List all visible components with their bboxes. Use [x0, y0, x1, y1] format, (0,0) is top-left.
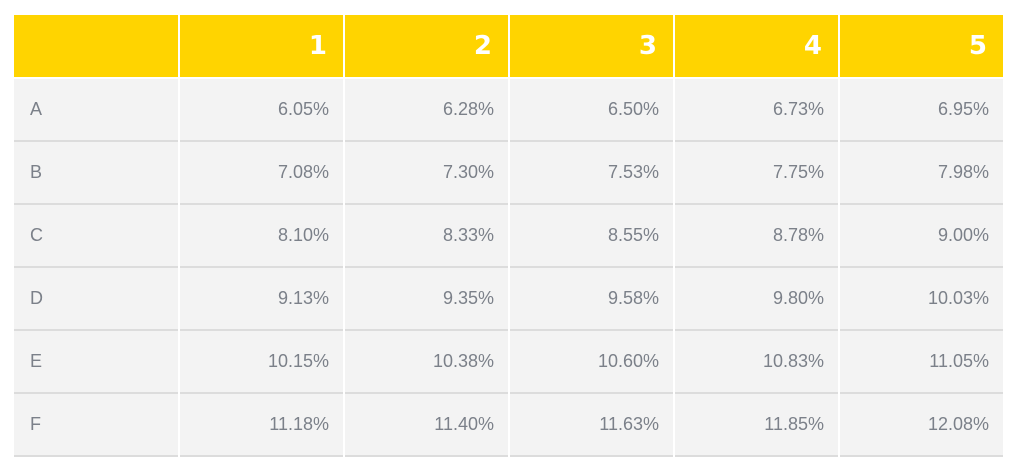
row-label: A	[14, 79, 178, 142]
table-cell: 11.40%	[345, 394, 508, 457]
table-cell: 7.30%	[345, 142, 508, 205]
column-header-2: 2	[345, 15, 508, 77]
table-cell: 9.80%	[675, 268, 838, 331]
table-cell: 10.60%	[510, 331, 673, 394]
table-cell: 11.63%	[510, 394, 673, 457]
row-label: C	[14, 205, 178, 268]
table-cell: 8.55%	[510, 205, 673, 268]
table-row-d: D 9.13% 9.35% 9.58% 9.80% 10.03%	[14, 268, 1004, 331]
header-corner-cell	[14, 15, 178, 77]
table-cell: 6.73%	[675, 79, 838, 142]
table-cell: 6.95%	[840, 79, 1003, 142]
column-header-5: 5	[840, 15, 1003, 77]
table-cell: 11.18%	[180, 394, 343, 457]
table-cell: 6.50%	[510, 79, 673, 142]
table-cell: 9.35%	[345, 268, 508, 331]
table-cell: 9.13%	[180, 268, 343, 331]
table-row-c: C 8.10% 8.33% 8.55% 8.78% 9.00%	[14, 205, 1004, 268]
table-cell: 10.38%	[345, 331, 508, 394]
table-cell: 10.15%	[180, 331, 343, 394]
table-row-f: F 11.18% 11.40% 11.63% 11.85% 12.08%	[14, 394, 1004, 457]
row-label: B	[14, 142, 178, 205]
table-row-e: E 10.15% 10.38% 10.60% 10.83% 11.05%	[14, 331, 1004, 394]
table-cell: 10.83%	[675, 331, 838, 394]
table-cell: 6.05%	[180, 79, 343, 142]
table-cell: 10.03%	[840, 268, 1003, 331]
table-row-a: A 6.05% 6.28% 6.50% 6.73% 6.95%	[14, 79, 1004, 142]
rate-table: 1 2 3 4 5 A 6.05% 6.28% 6.50% 6.73% 6.95…	[14, 15, 1004, 457]
row-label: D	[14, 268, 178, 331]
table-cell: 11.05%	[840, 331, 1003, 394]
table-cell: 8.10%	[180, 205, 343, 268]
table-cell: 9.58%	[510, 268, 673, 331]
table-cell: 8.78%	[675, 205, 838, 268]
table-cell: 7.75%	[675, 142, 838, 205]
table-cell: 9.00%	[840, 205, 1003, 268]
table-cell: 7.08%	[180, 142, 343, 205]
table-cell: 7.98%	[840, 142, 1003, 205]
row-label: E	[14, 331, 178, 394]
table-cell: 11.85%	[675, 394, 838, 457]
table-cell: 8.33%	[345, 205, 508, 268]
table-cell: 6.28%	[345, 79, 508, 142]
table-cell: 7.53%	[510, 142, 673, 205]
table-cell: 12.08%	[840, 394, 1003, 457]
table-row-b: B 7.08% 7.30% 7.53% 7.75% 7.98%	[14, 142, 1004, 205]
row-label: F	[14, 394, 178, 457]
column-header-3: 3	[510, 15, 673, 77]
header-row: 1 2 3 4 5	[14, 15, 1004, 77]
column-header-4: 4	[675, 15, 838, 77]
column-header-1: 1	[180, 15, 343, 77]
